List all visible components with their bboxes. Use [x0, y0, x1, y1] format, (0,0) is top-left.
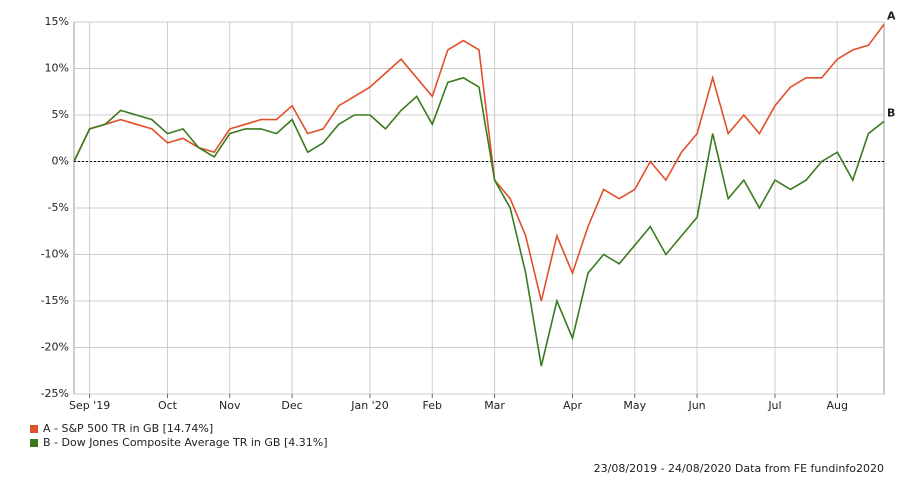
series-line — [73, 23, 885, 302]
legend-swatch — [30, 439, 38, 447]
x-tick-label: Dec — [281, 399, 302, 412]
x-tick-label: May — [623, 399, 646, 412]
y-tick-label: -5% — [48, 201, 69, 214]
x-tick-label: Sep '19 — [69, 399, 110, 412]
x-tick-label: Mar — [484, 399, 505, 412]
legend-label: B - Dow Jones Composite Average TR in GB… — [43, 436, 328, 449]
x-tick-label: Aug — [827, 399, 848, 412]
x-tick-label: Oct — [158, 399, 178, 412]
y-tick-label: 5% — [52, 108, 69, 121]
x-tick-label: Jan '20 — [350, 399, 388, 412]
y-tick-label: -20% — [41, 341, 69, 354]
end-label: B — [887, 106, 895, 119]
y-tick-label: -10% — [41, 248, 69, 261]
y-tick-label: 15% — [45, 15, 69, 28]
x-tick-label: Jun — [687, 399, 705, 412]
x-tick-label: Apr — [563, 399, 583, 412]
y-tick-label: -15% — [41, 294, 69, 307]
x-tick-label: Jul — [767, 399, 781, 412]
y-tick-label: -25% — [41, 387, 69, 400]
y-tick-label: 0% — [52, 155, 69, 168]
legend-swatch — [30, 425, 38, 433]
footer: 23/08/2019 - 24/08/2020 Data from FE fun… — [594, 462, 884, 475]
series-line — [73, 76, 885, 367]
y-tick-label: 10% — [45, 62, 69, 75]
x-tick-label: Feb — [423, 399, 442, 412]
x-tick-label: Nov — [219, 399, 241, 412]
end-label: A — [887, 9, 896, 22]
legend-label: A - S&P 500 TR in GB [14.74%] — [43, 422, 213, 435]
